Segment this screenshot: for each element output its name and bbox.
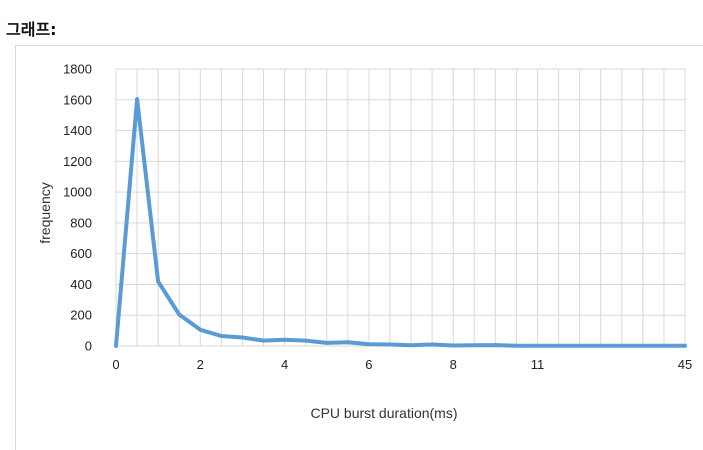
y-tick-label: 1400 [63, 123, 92, 138]
y-tick-label: 1200 [63, 154, 92, 169]
y-tick-label: 0 [85, 339, 92, 354]
x-tick-label: 2 [197, 357, 204, 372]
chart-frame [15, 45, 703, 450]
y-tick-label: 800 [70, 215, 92, 230]
x-tick-label: 6 [365, 357, 372, 372]
series-line [114, 97, 687, 348]
x-axis-title: CPU burst duration(ms) [310, 405, 457, 421]
x-tick-label: 11 [531, 357, 545, 372]
y-tick-label: 600 [70, 246, 92, 261]
x-tick-label: 4 [281, 357, 288, 372]
y-axis-title: frequency [37, 182, 53, 243]
x-tick-label: 8 [450, 357, 457, 372]
y-tick-label: 1800 [63, 62, 92, 77]
grid-lines [115, 68, 686, 347]
x-tick-labels: 0 2 4 6 8 11 45 [112, 357, 692, 372]
x-tick-label: 45 [678, 357, 692, 372]
y-tick-label: 1600 [63, 92, 92, 107]
y-tick-label: 400 [70, 277, 92, 292]
y-tick-label: 1000 [63, 185, 92, 200]
y-tick-labels: 0 200 400 600 800 1000 1200 1400 1600 1800 [63, 62, 92, 354]
y-tick-label: 200 [70, 308, 92, 323]
x-tick-label: 0 [112, 357, 119, 372]
section-heading: 그래프: [6, 20, 57, 39]
